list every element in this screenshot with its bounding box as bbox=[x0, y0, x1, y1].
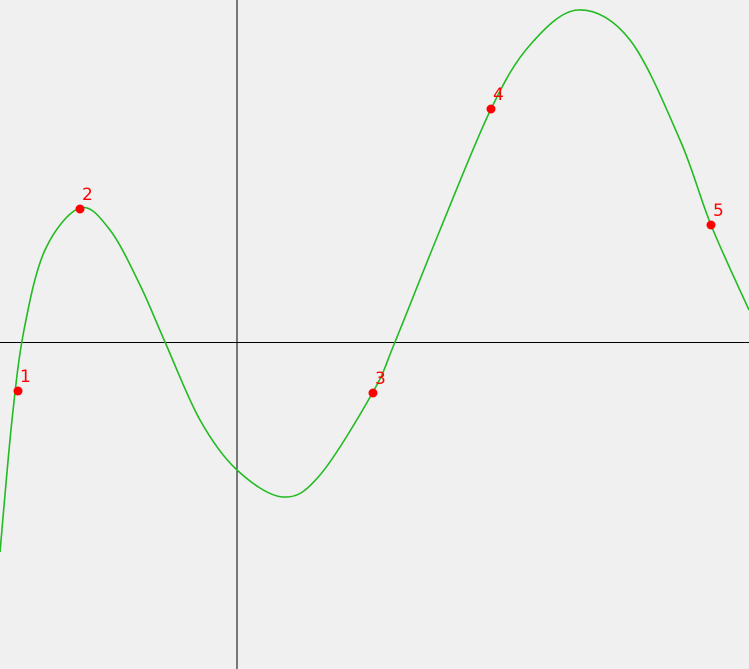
point-label: 3 bbox=[375, 369, 386, 389]
point bbox=[486, 104, 496, 114]
curve bbox=[0, 9, 749, 553]
point bbox=[368, 388, 378, 398]
point-label: 5 bbox=[713, 201, 724, 221]
point-label: 4 bbox=[493, 85, 504, 105]
point bbox=[706, 220, 716, 230]
point-label: 2 bbox=[82, 185, 93, 205]
point-label: 1 bbox=[20, 367, 31, 387]
point bbox=[13, 386, 23, 396]
point bbox=[75, 204, 85, 214]
